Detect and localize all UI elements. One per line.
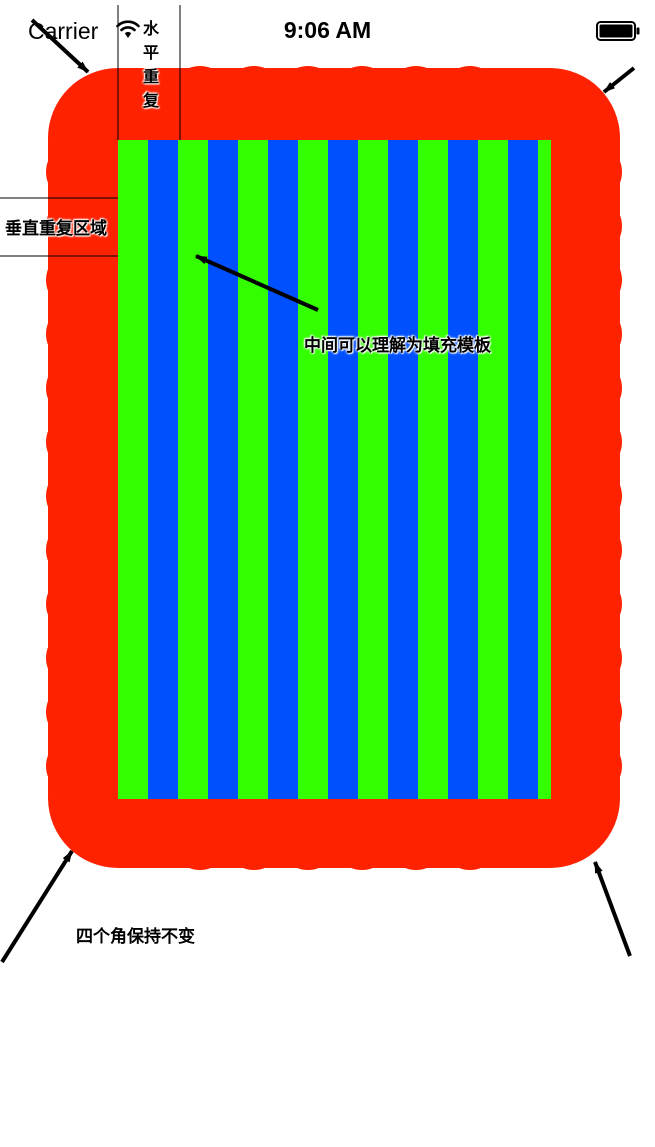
scallop-right [562, 304, 622, 364]
scallop-right [562, 682, 622, 742]
striped-fill-template [118, 140, 551, 799]
stripe-green [418, 140, 448, 799]
scallop-left [46, 574, 106, 634]
scallop-right [562, 520, 622, 580]
arrow-icon [0, 18, 636, 964]
stripe-blue [328, 140, 358, 799]
scallop-left [46, 142, 106, 202]
scallop-right [562, 196, 622, 256]
stripe-green [178, 140, 208, 799]
wifi-icon [116, 20, 140, 38]
frame-fill-bottom [118, 790, 550, 850]
battery-icon [596, 21, 640, 41]
stripe-green [358, 140, 388, 799]
arrow-icon [0, 849, 74, 964]
scallop-left [46, 304, 106, 364]
scallop-left [46, 628, 106, 688]
scallop-right [562, 250, 622, 310]
scallop-right [562, 412, 622, 472]
scallop-right [562, 736, 622, 796]
scallop-right [562, 628, 622, 688]
arrow-icon [30, 18, 90, 74]
scallop-right [562, 358, 622, 418]
stripe-blue [448, 140, 478, 799]
scallop-left [46, 196, 106, 256]
scallop-right [562, 466, 622, 526]
carrier-label: Carrier [28, 18, 99, 44]
scallop-left [46, 520, 106, 580]
scallop-left [46, 736, 106, 796]
status-bar: Carrier 9:06 AM [0, 0, 655, 64]
stripe-blue [388, 140, 418, 799]
scallop-left [46, 466, 106, 526]
stripe-green [298, 140, 328, 799]
scallop-left [46, 250, 106, 310]
stripe-blue [208, 140, 238, 799]
stripe-blue [268, 140, 298, 799]
stripe-green [538, 140, 551, 799]
frame-fill-top [118, 86, 550, 146]
stripe-blue [508, 140, 538, 799]
center-fill-label: 中间可以理解为填充模板 [304, 336, 491, 355]
stripe-green [478, 140, 508, 799]
horizontal-repeat-label: 水平重复 [142, 21, 159, 110]
arrow-icon [602, 66, 636, 94]
stripe-green [118, 140, 148, 799]
arrow-icon [195, 254, 319, 312]
stripe-green [238, 140, 268, 799]
scallop-left [46, 682, 106, 742]
corners-label: 四个角保持不变 [76, 927, 195, 946]
clock: 9:06 AM [283, 17, 372, 43]
scallop-left [46, 358, 106, 418]
scallop-left [46, 412, 106, 472]
scallop-right [562, 142, 622, 202]
scallop-right [562, 574, 622, 634]
stripe-blue [148, 140, 178, 799]
arrow-icon [593, 861, 632, 957]
vertical-repeat-label: 垂直重复区域 [5, 219, 107, 238]
